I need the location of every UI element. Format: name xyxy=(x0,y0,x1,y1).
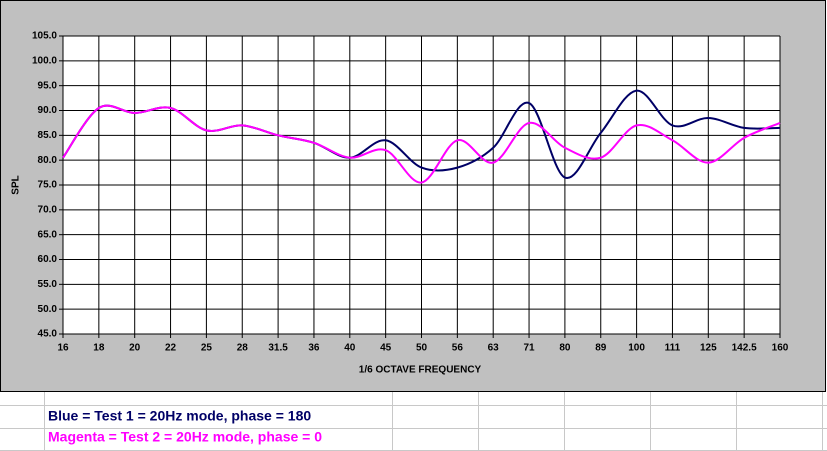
y-tick-label: 70.0 xyxy=(38,204,58,215)
x-tick-label: 100 xyxy=(628,343,645,354)
x-tick-label: 28 xyxy=(237,343,249,354)
y-tick-label: 60.0 xyxy=(38,254,58,265)
series-note: Blue = Test 1 = 20Hz mode, phase = 180 xyxy=(48,408,311,424)
series-note: Magenta = Test 2 = 20Hz mode, phase = 0 xyxy=(48,429,322,445)
y-axis-title: SPL xyxy=(11,175,22,194)
y-tick-label: 45.0 xyxy=(38,329,58,340)
x-tick-label: 16 xyxy=(57,343,69,354)
x-tick-label: 25 xyxy=(201,343,213,354)
x-tick-label: 89 xyxy=(595,343,607,354)
x-tick-label: 142.5 xyxy=(732,343,757,354)
x-tick-label: 56 xyxy=(452,343,464,354)
x-tick-label: 50 xyxy=(416,343,428,354)
x-tick-label: 36 xyxy=(308,343,320,354)
series-line xyxy=(62,104,781,184)
x-tick-label: 111 xyxy=(665,343,681,354)
y-tick-label: 95.0 xyxy=(38,80,58,91)
y-tick-label: 100.0 xyxy=(32,55,57,66)
y-tick-label: 50.0 xyxy=(38,304,58,315)
y-tick-label: 105.0 xyxy=(32,31,57,42)
x-tick-label: 20 xyxy=(129,343,141,354)
y-tick-label: 75.0 xyxy=(38,180,58,191)
x-tick-label: 63 xyxy=(488,343,500,354)
y-tick-label: 80.0 xyxy=(38,155,58,166)
y-tick-label: 55.0 xyxy=(38,279,58,290)
x-tick-label: 160 xyxy=(772,343,789,354)
x-tick-label: 22 xyxy=(165,343,177,354)
x-tick-label: 125 xyxy=(700,343,717,354)
y-tick-label: 90.0 xyxy=(38,105,58,116)
x-axis-title: 1/6 OCTAVE FREQUENCY xyxy=(359,365,482,376)
x-tick-label: 18 xyxy=(93,343,105,354)
x-tick-label: 31.5 xyxy=(268,343,288,354)
y-tick-label: 65.0 xyxy=(38,229,58,240)
x-tick-label: 80 xyxy=(559,343,571,354)
x-tick-label: 71 xyxy=(523,343,535,354)
x-tick-label: 45 xyxy=(380,343,392,354)
y-tick-label: 85.0 xyxy=(38,130,58,141)
x-tick-label: 40 xyxy=(344,343,356,354)
